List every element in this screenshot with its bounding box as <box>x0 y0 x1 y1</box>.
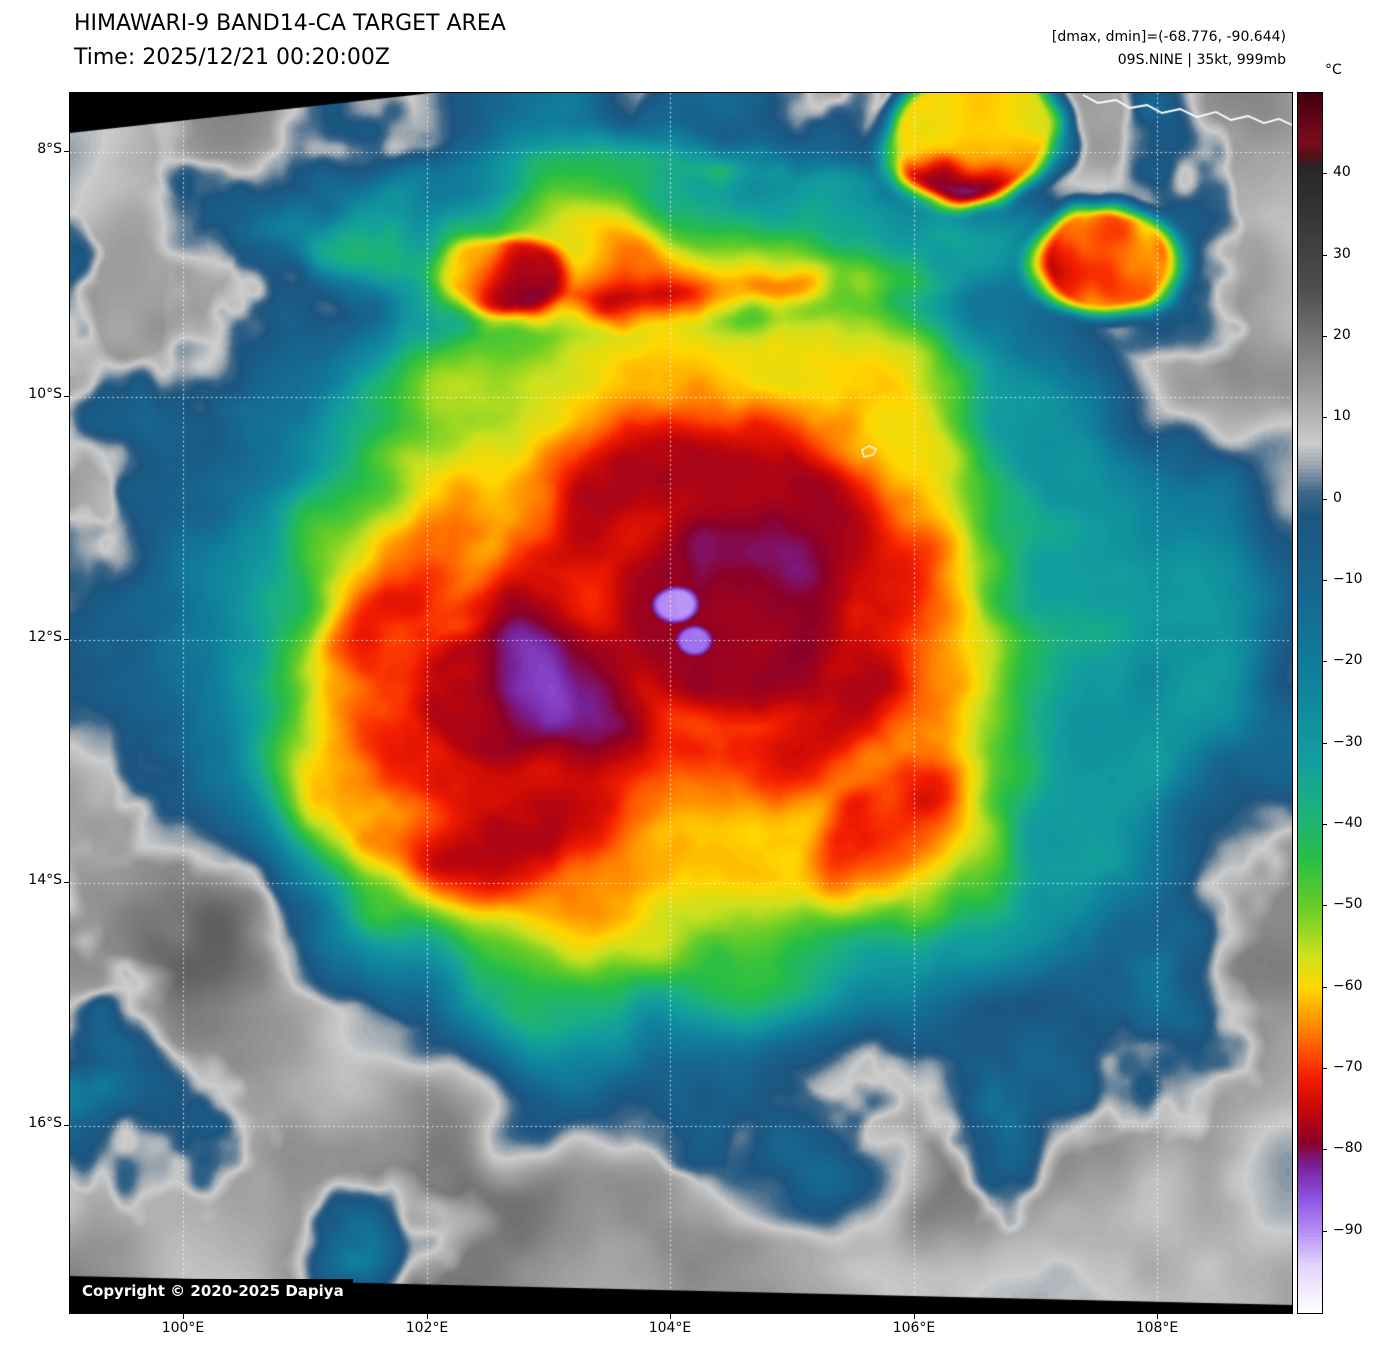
colorbar-tick-label: −60 <box>1333 977 1363 994</box>
figure-info-block: [dmax, dmin]=(-68.776, -90.644) 09S.NINE… <box>1052 26 1286 72</box>
dmax-dmin-readout: [dmax, dmin]=(-68.776, -90.644) <box>1051 29 1286 45</box>
lon-tick-mark <box>183 1314 184 1319</box>
lat-tick-label: 16°S <box>28 1115 62 1131</box>
lon-tick-label: 108°E <box>1135 1320 1179 1336</box>
colorbar-tick-mark <box>1323 1068 1327 1069</box>
lat-tick-label: 8°S <box>37 141 62 157</box>
colorbar-tick-label: −70 <box>1333 1059 1363 1075</box>
lat-tick-label: 12°S <box>28 629 62 645</box>
figure-timestamp: Time: 2025/12/21 00:20:00Z <box>74 45 390 70</box>
lat-tick-label: 10°S <box>28 386 62 402</box>
copyright-badge: Copyright © 2020-2025 Dapiya <box>73 1279 353 1303</box>
colorbar-tick-mark <box>1323 173 1327 175</box>
figure-title: HIMAWARI-9 BAND14-CA TARGET AREA <box>74 11 506 36</box>
lon-tick-label: 100°E <box>161 1320 205 1336</box>
colorbar-tick-label: −40 <box>1333 815 1363 831</box>
colorbar-tick-label: −30 <box>1333 733 1363 750</box>
colorbar-tick-label: 0 <box>1333 489 1342 506</box>
satellite-map-canvas <box>70 93 1292 1313</box>
colorbar-tick-label: −50 <box>1333 896 1363 913</box>
colorbar-tick-mark <box>1323 742 1327 744</box>
colorbar-tick-label: −80 <box>1333 1140 1363 1157</box>
colorbar-tick-label: 40 <box>1333 164 1351 181</box>
colorbar-tick-mark <box>1323 661 1327 663</box>
lon-tick-mark <box>1157 1314 1158 1319</box>
lon-tick-mark <box>427 1314 428 1319</box>
colorbar-tick-mark <box>1323 498 1327 500</box>
map-frame: Copyright © 2020-2025 Dapiya <box>69 92 1293 1314</box>
colorbar-tick-label: 20 <box>1333 327 1351 343</box>
colorbar-canvas <box>1298 93 1322 1313</box>
lon-tick-label: 104°E <box>648 1320 692 1336</box>
colorbar-tick-mark <box>1323 905 1327 907</box>
lon-tick-label: 106°E <box>892 1320 936 1336</box>
colorbar-tick-label: 30 <box>1333 245 1351 262</box>
colorbar-tick-mark <box>1323 336 1327 337</box>
storm-id-readout: 09S.NINE | 35kt, 999mb <box>1117 52 1286 68</box>
colorbar-tick-mark <box>1323 417 1327 419</box>
colorbar-tick-mark <box>1323 986 1327 988</box>
colorbar-tick-label: 10 <box>1333 408 1351 425</box>
lat-tick-mark <box>64 151 69 152</box>
colorbar-tick-mark <box>1323 1149 1327 1151</box>
lat-tick-label: 14°S <box>28 872 62 888</box>
colorbar-tick-label: −10 <box>1333 571 1363 587</box>
colorbar-frame <box>1297 92 1323 1314</box>
colorbar-tick-mark <box>1323 254 1327 256</box>
lon-tick-label: 102°E <box>405 1320 449 1336</box>
lat-tick-mark <box>64 396 69 397</box>
lon-tick-mark <box>670 1314 671 1319</box>
lat-tick-mark <box>64 639 69 640</box>
lat-tick-mark <box>64 882 69 883</box>
lat-tick-mark <box>64 1125 69 1126</box>
colorbar-tick-label: −90 <box>1333 1221 1363 1238</box>
colorbar-tick-mark <box>1323 824 1327 825</box>
colorbar-unit-label: °C <box>1325 62 1342 78</box>
lon-tick-mark <box>914 1314 915 1319</box>
colorbar-tick-mark <box>1323 580 1327 581</box>
colorbar-tick-label: −20 <box>1333 652 1363 669</box>
colorbar-tick-mark <box>1323 1230 1327 1232</box>
